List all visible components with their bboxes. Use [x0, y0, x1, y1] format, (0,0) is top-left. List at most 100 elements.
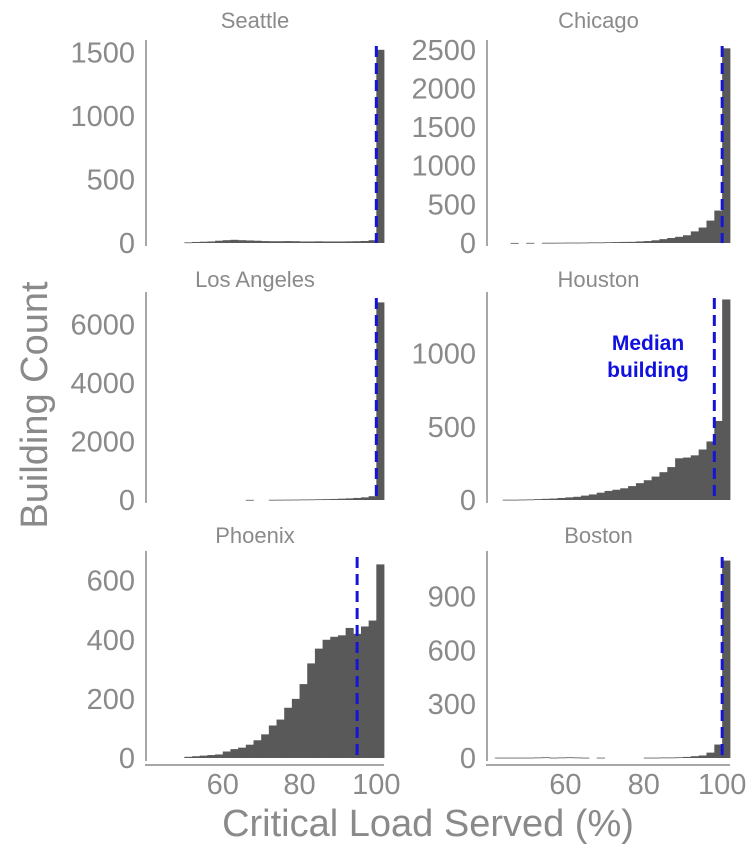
histogram-bar	[222, 751, 231, 758]
y-tick-label: 6000	[70, 309, 135, 341]
histogram-bar	[184, 756, 193, 758]
x-tick-label: 80	[283, 769, 315, 801]
panel-phoenix: Phoenix 0 200 400 600 60 80 100	[87, 523, 401, 801]
histogram-bar	[604, 490, 613, 500]
panel-chicago: Chicago 0 500 1000 1500 2000 2500	[411, 8, 731, 260]
histogram-bar	[596, 242, 605, 244]
y-tick-label: 600	[87, 566, 135, 598]
histogram-bar	[667, 757, 676, 759]
histogram-bar	[667, 237, 676, 243]
histogram-bar	[245, 744, 254, 758]
histogram-bar	[643, 241, 653, 243]
histogram-bar	[549, 498, 558, 500]
histogram-bar	[284, 241, 293, 243]
histogram-bar	[596, 492, 605, 500]
histogram-bar	[307, 663, 316, 758]
y-tick-label: 2000	[70, 426, 135, 458]
histogram-bar	[541, 498, 551, 500]
histogram-bar	[230, 749, 239, 758]
histogram-bar	[307, 499, 316, 501]
x-tick-label: 80	[628, 769, 660, 801]
y-tick-label: 500	[428, 189, 476, 221]
histogram-bar	[675, 236, 684, 243]
panel-title: Boston	[564, 523, 633, 548]
y-tick-label: 300	[428, 689, 476, 721]
x-tick-label: 100	[352, 769, 400, 801]
histogram-bar	[376, 49, 385, 244]
histogram-bar	[268, 725, 277, 758]
histogram-bar	[238, 747, 247, 758]
y-tick-label: 0	[119, 743, 135, 775]
histogram-bar	[368, 240, 377, 243]
histogram-bar	[698, 449, 707, 500]
panels-group: Seattle050010001500Chicago05001000150020…	[70, 8, 746, 801]
histogram-bar	[573, 242, 582, 244]
histogram-bar	[541, 242, 551, 244]
histogram-bar	[698, 227, 707, 243]
histogram-bar	[368, 496, 377, 500]
histogram-bar	[698, 755, 707, 758]
histogram-bar	[299, 684, 308, 758]
histogram-bar	[675, 757, 684, 759]
histogram-bar	[192, 241, 201, 243]
histogram-bar	[706, 752, 715, 758]
annotation-line: building	[607, 359, 689, 382]
histogram-bar	[510, 499, 519, 501]
histogram-bar	[651, 476, 660, 500]
histogram-bar	[635, 241, 645, 243]
histogram-bar	[276, 499, 285, 501]
panel-title: Phoenix	[215, 523, 295, 548]
histogram-bar	[299, 241, 308, 243]
histogram-bar	[222, 240, 231, 243]
histogram-bar	[238, 240, 247, 243]
histogram-bar	[588, 242, 598, 244]
histogram-bar	[643, 480, 653, 500]
histogram-bar	[230, 239, 239, 243]
histogram-bar	[714, 420, 723, 500]
y-tick-label: 0	[460, 485, 476, 517]
y-tick-label: 400	[87, 625, 135, 657]
panel-houston: Houston 0 500 1000 Median building	[411, 267, 731, 517]
y-tick-label: 2000	[411, 73, 476, 105]
histogram-bar	[722, 560, 731, 758]
histogram-bar	[345, 627, 354, 758]
histogram-bar	[261, 241, 270, 243]
histogram-bar	[690, 455, 700, 500]
histogram-bar	[245, 240, 254, 243]
histogram-bar	[518, 499, 527, 501]
histogram-bar	[518, 757, 527, 759]
y-tick-label: 1500	[70, 37, 135, 69]
histogram-bar	[337, 241, 347, 243]
histogram-bar	[268, 241, 277, 243]
x-tick-label: 60	[549, 769, 581, 801]
histogram-bar	[534, 757, 543, 759]
y-tick-label: 2500	[411, 35, 476, 67]
histogram-bar	[612, 242, 621, 243]
histogram-bar	[581, 757, 590, 759]
histogram-bar	[291, 499, 300, 501]
histogram-bar	[706, 220, 715, 243]
panel-title: Los Angeles	[195, 267, 315, 292]
x-axis-title: Critical Load Served (%)	[222, 803, 634, 845]
histogram-bar	[353, 241, 362, 243]
y-tick-label: 0	[460, 228, 476, 260]
histogram-bar	[207, 241, 216, 243]
y-tick-label: 200	[87, 684, 135, 716]
histogram-bar	[376, 564, 385, 758]
histogram-bar	[199, 755, 208, 758]
panel-los-angeles: Los Angeles 0 2000 4000 6000	[70, 267, 385, 517]
histogram-bar	[245, 499, 254, 501]
histogram-bar	[360, 626, 370, 758]
histogram-bar	[675, 458, 684, 500]
histogram-bar	[330, 636, 339, 758]
panel-boston: Boston 0 300 600 900 60 80 100	[428, 523, 747, 801]
histogram-bar	[557, 757, 566, 759]
y-tick-label: 500	[87, 164, 135, 196]
histogram-bar	[557, 497, 566, 500]
histogram-bar	[565, 497, 574, 500]
histogram-bar	[510, 757, 519, 759]
y-tick-label: 0	[460, 743, 476, 775]
histogram-bar	[581, 242, 590, 244]
histogram-bar	[360, 497, 370, 500]
